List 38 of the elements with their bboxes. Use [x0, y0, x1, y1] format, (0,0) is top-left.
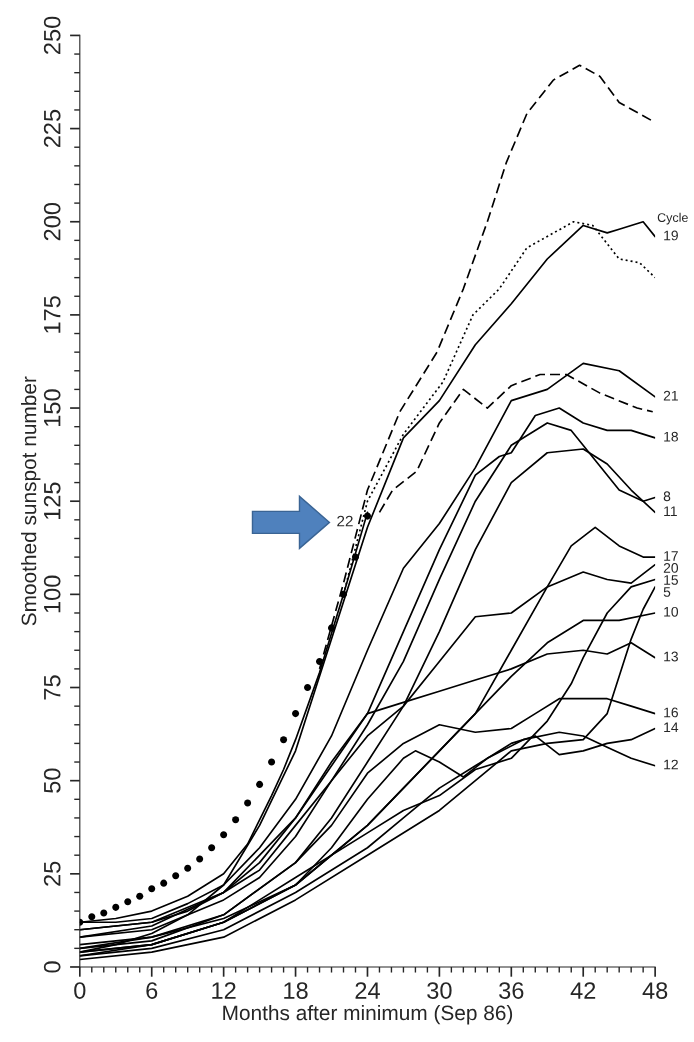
series-label: 17 [664, 551, 678, 561]
x-tick-label: 48 [642, 982, 668, 999]
series-label: 13 [664, 651, 678, 662]
x-tick-label: 30 [427, 982, 452, 999]
y-tick-label: 175 [44, 296, 61, 333]
series-label: 18 [664, 431, 678, 442]
series-label: 5 [663, 587, 671, 597]
x-tick-label: 36 [499, 982, 524, 999]
series-label: 20 [663, 562, 679, 573]
series-label: 10 [664, 606, 679, 617]
series-label: 22 [337, 515, 353, 527]
series-label: 12 [664, 759, 678, 770]
series-label: 8 [663, 491, 671, 502]
series-label: 15 [664, 575, 678, 585]
series-label: 14 [664, 722, 679, 733]
y-tick-label: 50 [43, 768, 61, 793]
y-tick-label: 200 [43, 202, 61, 241]
series-label: 19 [664, 230, 678, 241]
x-tick-label: 12 [212, 982, 236, 999]
x-tick-label: 24 [355, 982, 380, 999]
series-label: 21 [663, 390, 678, 401]
series-label: 16 [664, 707, 678, 718]
y-tick-label: 250 [43, 16, 61, 54]
y-tick-label: 100 [43, 575, 61, 613]
y-tick-label: 75 [44, 675, 61, 700]
y-tick-label: 0 [43, 961, 61, 973]
x-tick-label: 6 [146, 982, 158, 999]
y-tick-label: 150 [43, 389, 61, 426]
y-axis-title: Smoothed sunspot number [21, 376, 41, 626]
x-tick-label: 0 [74, 982, 86, 999]
y-tick-label: 225 [43, 109, 61, 148]
x-axis-title: Months after minimum (Sep 86) [223, 1004, 513, 1025]
y-tick-label: 25 [43, 861, 61, 886]
y-tick-label: 125 [43, 482, 61, 520]
x-tick-label: 42 [570, 982, 596, 999]
series-label: 11 [664, 506, 677, 516]
x-tick-label: 18 [284, 982, 308, 999]
text: Cycle [657, 212, 688, 225]
